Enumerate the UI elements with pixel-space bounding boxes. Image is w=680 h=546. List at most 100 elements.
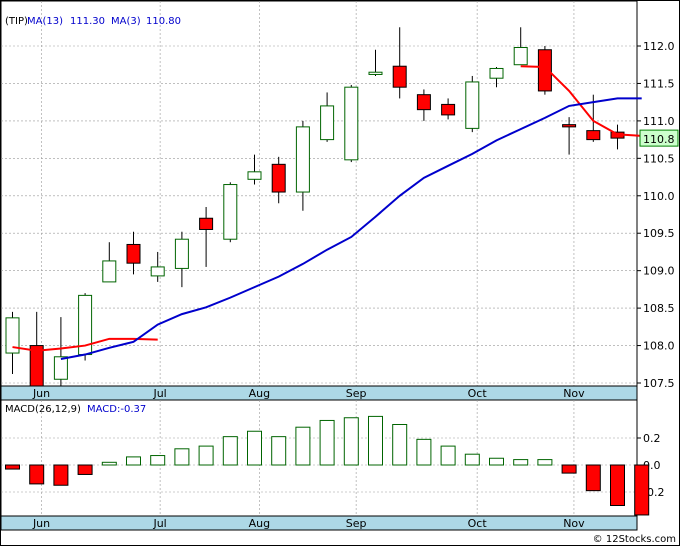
candle-body: [344, 86, 359, 161]
price-month-label: Aug: [249, 387, 270, 400]
macd-month-label: Jun: [32, 517, 50, 530]
price-month-label: Jul: [152, 387, 166, 400]
macd-bar: [271, 436, 287, 466]
price-tick-label: 109.0: [643, 265, 675, 278]
macd-tick-label: 0.2: [643, 432, 661, 445]
candle: [78, 293, 93, 361]
macd-bar: [53, 464, 69, 486]
macd-bar: [537, 459, 553, 466]
candle-body: [562, 124, 577, 128]
candle: [562, 117, 577, 155]
price-tick-label: 111.5: [643, 77, 675, 90]
macd-month-label: Jul: [152, 517, 166, 530]
header-ma-long-label: MA(13): [27, 16, 63, 27]
macd-bar: [150, 455, 166, 466]
candle-body: [102, 260, 117, 283]
candle: [271, 156, 286, 204]
ma3-line: [12, 337, 158, 352]
candle-body: [199, 217, 214, 230]
candle: [344, 84, 359, 163]
macd-title: MACD(26,12,9): [5, 404, 81, 415]
candle-body: [586, 130, 601, 141]
price-y-axis: 107.5 108.0 108.5 109.0 109.5 110.0 110.5 111.0…: [637, 40, 675, 390]
candle: [465, 75, 480, 133]
last-price-box: [639, 129, 679, 147]
macd-bar: [610, 464, 625, 506]
candle: [392, 27, 407, 99]
macd-bar: [489, 457, 504, 466]
macd-bar: [29, 464, 45, 485]
candle: [199, 207, 214, 267]
macd-month-label: Oct: [468, 517, 488, 530]
candle-body: [53, 356, 68, 380]
macd-bar: [368, 415, 383, 466]
candle-body: [465, 81, 480, 129]
macd-bar: [561, 464, 577, 474]
price-tick-label: 109.5: [643, 227, 675, 240]
macd-bar: [5, 464, 20, 470]
candle: [5, 311, 20, 375]
watermark: © 12Stocks.com: [593, 534, 676, 545]
macd-bar: [440, 445, 456, 466]
macd-bar: [634, 464, 650, 516]
macd-month-axis: Jun Jul Aug Sep Oct Nov: [32, 517, 585, 530]
macd-bar: [198, 445, 214, 466]
macd-value-label: MACD:-0.37: [87, 404, 146, 415]
price-month-label: Sep: [346, 387, 367, 400]
candle-body: [5, 317, 20, 354]
macd-bar: [222, 436, 238, 466]
candle-body: [247, 171, 262, 180]
candle-body: [416, 94, 431, 111]
price-tick-label: 110.0: [643, 190, 675, 203]
header-ma-long-value: 111.30: [70, 16, 105, 27]
price-month-strip: [0, 385, 638, 401]
last-price-label: 110.8: [643, 133, 675, 146]
header-symbol: (TIP): [5, 16, 28, 27]
candle: [174, 231, 189, 288]
candle: [247, 154, 262, 185]
candle-body: [537, 49, 552, 92]
price-grid: [1, 1, 637, 386]
macd-bar: [464, 453, 480, 466]
candles: [5, 27, 625, 395]
macd-bar: [295, 426, 311, 466]
candle-body: [223, 184, 238, 240]
candle-body: [271, 163, 286, 193]
candle: [320, 92, 335, 142]
macd-bar: [101, 461, 117, 466]
ma3-line: [520, 65, 642, 137]
macd-month-label: Nov: [563, 517, 585, 530]
macd-panel: [0, 399, 638, 517]
macd-bar: [126, 456, 141, 466]
macd-month-label: Sep: [346, 517, 367, 530]
candle: [150, 251, 165, 282]
candle: [126, 231, 141, 275]
candle-body: [174, 238, 189, 269]
candle: [53, 317, 68, 387]
candle: [223, 182, 238, 243]
price-tick-label: 110.5: [643, 152, 675, 165]
candle: [489, 66, 504, 88]
header-ma-short-value: 110.80: [146, 16, 181, 27]
header-ma-short-label: MA(3): [111, 16, 141, 27]
price-month-axis: Jun Jul Aug Sep Oct Nov: [32, 387, 585, 400]
price-tick-label: 111.0: [643, 115, 675, 128]
candle: [295, 120, 310, 211]
candle: [368, 49, 383, 76]
candle: [513, 27, 528, 66]
price-panel: [0, 0, 638, 387]
ma13-line: [60, 97, 642, 361]
macd-bar: [319, 419, 335, 466]
price-month-label: Nov: [563, 387, 585, 400]
candle-body: [489, 67, 504, 79]
candle-body: [150, 266, 165, 277]
candle: [416, 89, 431, 121]
moving-average-lines: [12, 65, 642, 361]
candle: [441, 98, 456, 120]
macd-bar: [77, 464, 93, 475]
macd-bar: [247, 430, 262, 466]
candle-body: [320, 105, 335, 141]
candle-body: [368, 71, 383, 75]
price-tick-label: 112.0: [643, 40, 675, 53]
